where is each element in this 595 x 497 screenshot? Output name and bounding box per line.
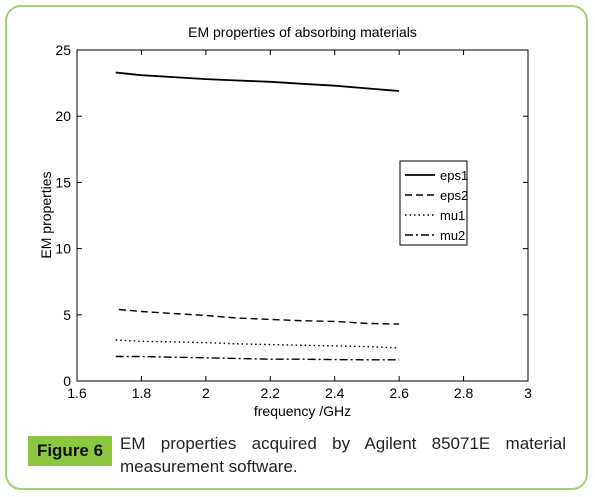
y-tick-label: 0 — [63, 373, 71, 389]
series-line-mu1 — [115, 339, 400, 349]
series-line-mu2 — [115, 355, 400, 361]
chart-title: EM properties of absorbing materials — [188, 24, 417, 40]
caption-text: EM properties acquired by Agilent 85071E… — [120, 434, 566, 476]
legend-label-mu1: mu1 — [440, 208, 465, 223]
x-tick-label: 1.6 — [67, 385, 87, 401]
y-tick-label: 20 — [55, 108, 71, 124]
x-tick-label: 2.6 — [389, 385, 409, 401]
chart: EM properties of absorbing materials fre… — [38, 24, 532, 419]
series-line-eps2 — [118, 308, 400, 325]
x-tick-label: 2 — [202, 385, 210, 401]
legend: eps1 eps2 mu1 mu2 — [399, 160, 468, 246]
x-tick-label: 2.2 — [261, 385, 281, 401]
legend-label-mu2: mu2 — [440, 228, 465, 243]
x-tick-label: 2.8 — [454, 385, 474, 401]
y-axis-label: EM properties — [38, 171, 54, 258]
legend-label-eps1: eps1 — [440, 168, 468, 183]
legend-label-eps2: eps2 — [440, 188, 468, 203]
y-tick-label: 25 — [55, 42, 71, 58]
series-line-eps1 — [115, 71, 400, 92]
figure-label: Figure 6 — [28, 436, 112, 466]
x-tick-label: 3 — [524, 385, 532, 401]
x-axis-label: frequency /GHz — [254, 403, 351, 419]
x-tick-label: 1.8 — [132, 385, 152, 401]
x-tick-label: 2.4 — [325, 385, 345, 401]
y-tick-label: 15 — [55, 174, 71, 190]
y-tick-label: 10 — [55, 241, 71, 257]
y-tick-label: 5 — [63, 307, 71, 323]
